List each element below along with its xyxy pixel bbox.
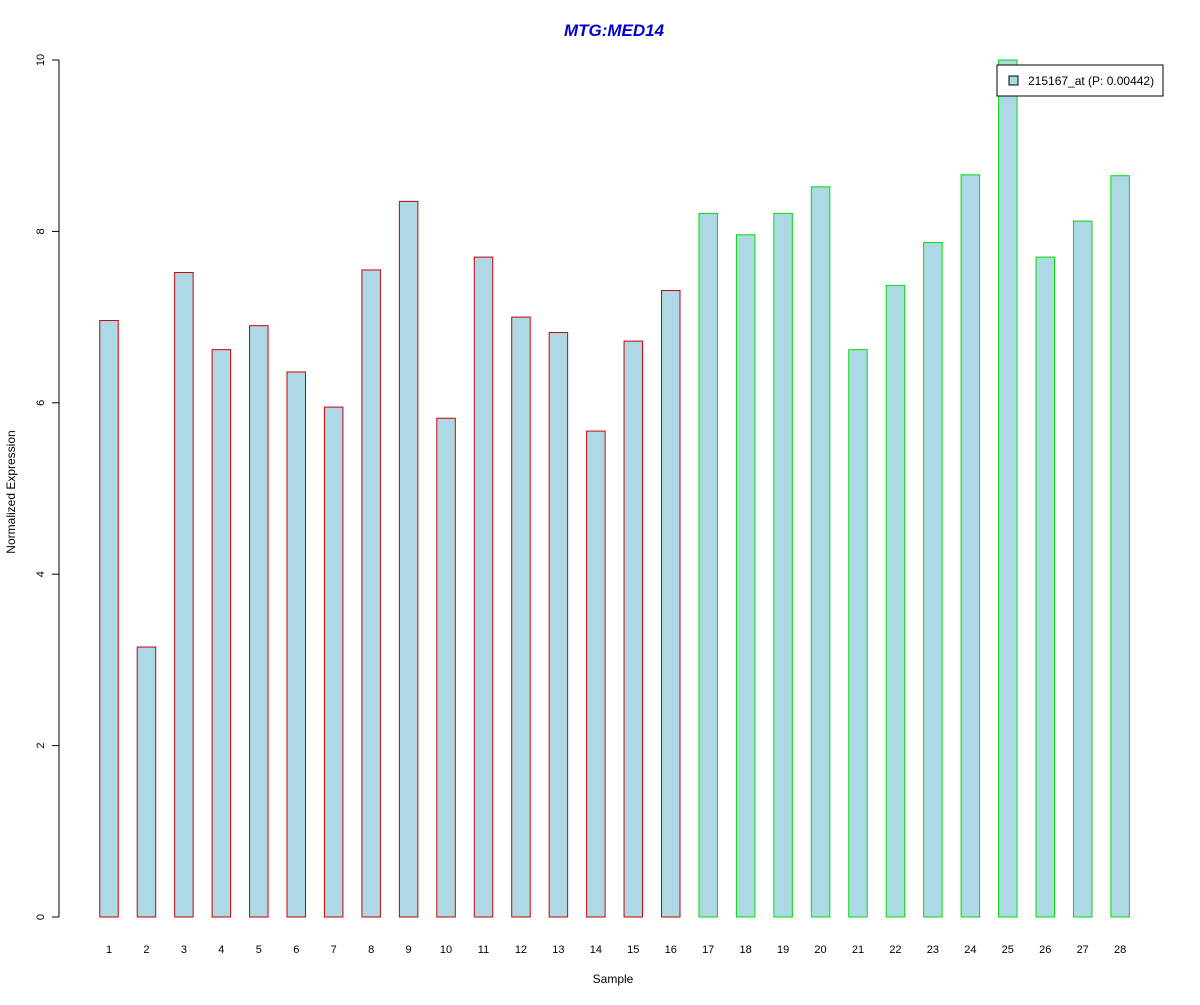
x-tick-label: 24: [964, 944, 976, 956]
x-tick-label: 22: [889, 944, 901, 956]
bar: [286, 371, 306, 918]
x-tick-label: 21: [852, 944, 864, 956]
x-tick-labels: 1 2 3 4 5 6 7 8 9 10 11 12 13 14 15 16 17 18 19 20 21 22 23 24 2…: [106, 944, 1126, 956]
bar: [773, 212, 793, 918]
y-tick-label: 4: [35, 571, 47, 577]
y-axis-label: Normalized Expression: [4, 430, 18, 553]
y-tick-label: 6: [35, 400, 47, 406]
legend-entry: 215167_at (P: 0.00442): [1028, 74, 1154, 88]
bar: [136, 646, 157, 918]
legend: 215167_at (P: 0.00442): [996, 64, 1164, 97]
x-tick-label: 28: [1114, 944, 1126, 956]
y-axis: 0 2 4 6 8 10: [35, 54, 60, 920]
x-tick-label: 7: [331, 944, 337, 956]
x-tick-label: 17: [702, 944, 714, 956]
bar: [1110, 175, 1130, 918]
bar: [436, 417, 456, 918]
x-tick-label: 14: [590, 944, 602, 956]
bar: [1072, 220, 1093, 918]
bar: [998, 59, 1018, 918]
bar: [885, 284, 906, 918]
legend-swatch: [1008, 75, 1019, 86]
x-tick-label: 15: [627, 944, 639, 956]
bar: [698, 212, 718, 918]
x-tick-label: 1: [106, 944, 112, 956]
x-tick-label: 25: [1002, 944, 1014, 956]
bar: [548, 332, 569, 918]
x-tick-label: 8: [368, 944, 374, 956]
x-tick-label: 10: [440, 944, 452, 956]
bar: [923, 242, 943, 918]
bar: [1035, 256, 1055, 918]
bar: [810, 186, 831, 918]
x-tick-label: 3: [181, 944, 187, 956]
bars-group: [99, 59, 1130, 918]
x-tick-label: 13: [552, 944, 564, 956]
bar: [361, 269, 381, 918]
bar: [249, 325, 269, 918]
bar: [661, 290, 681, 918]
x-tick-label: 19: [777, 944, 789, 956]
x-tick-label: 26: [1039, 944, 1051, 956]
bar: [174, 272, 194, 918]
x-tick-label: 16: [665, 944, 677, 956]
bar: [848, 349, 868, 918]
bar: [323, 406, 344, 918]
bar: [211, 349, 232, 918]
legend-box: [996, 64, 1164, 97]
bar: [511, 316, 531, 918]
x-tick-label: 23: [927, 944, 939, 956]
bar: [398, 200, 419, 918]
chart-title: MTG:MED14: [564, 21, 665, 40]
y-tick-label: 10: [35, 54, 47, 66]
bar: [473, 256, 494, 918]
y-tick-label: 8: [35, 228, 47, 234]
x-tick-label: 2: [143, 944, 149, 956]
x-tick-label: 27: [1077, 944, 1089, 956]
bar: [586, 430, 606, 918]
x-axis-label: Sample: [593, 972, 634, 986]
y-tick-label: 0: [35, 914, 47, 920]
x-tick-label: 20: [814, 944, 826, 956]
x-tick-label: 6: [293, 944, 299, 956]
x-tick-label: 11: [478, 944, 489, 956]
x-tick-label: 18: [740, 944, 752, 956]
bar: [99, 320, 119, 918]
bar: [735, 234, 756, 918]
x-tick-label: 5: [256, 944, 262, 956]
x-tick-label: 12: [515, 944, 527, 956]
bar: [960, 174, 981, 918]
y-tick-label: 2: [35, 743, 47, 749]
bar: [623, 340, 644, 918]
x-tick-label: 9: [406, 944, 412, 956]
x-tick-label: 4: [218, 944, 224, 956]
